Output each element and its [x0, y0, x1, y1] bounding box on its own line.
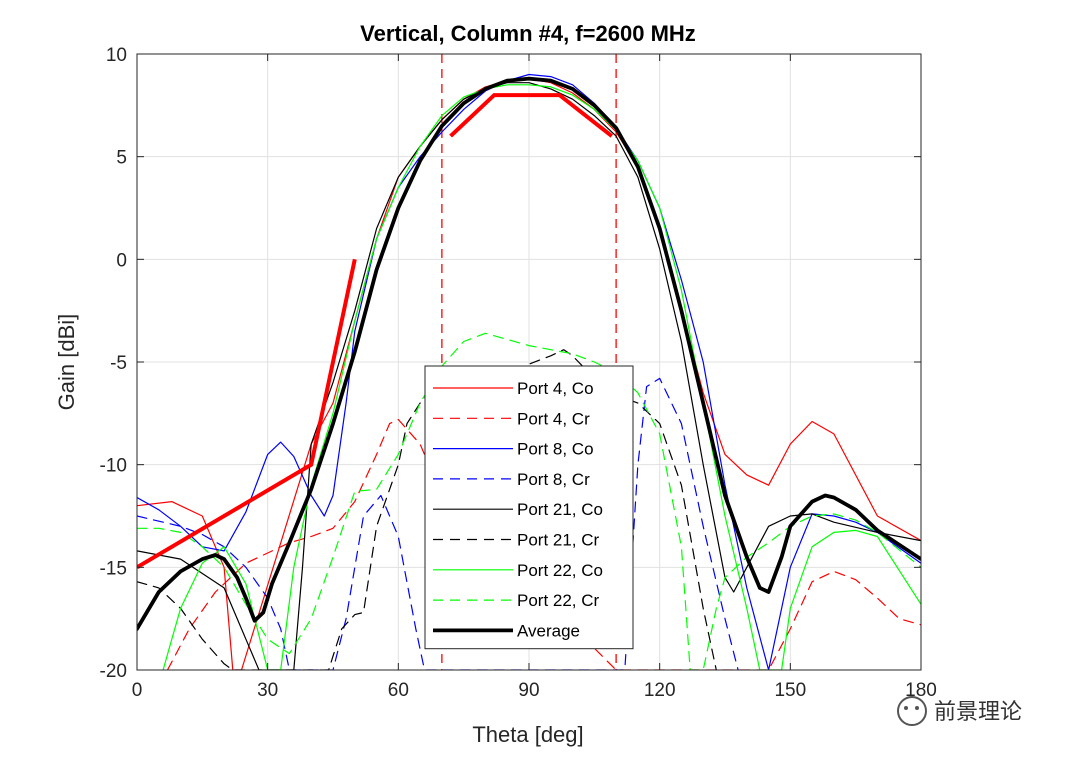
- legend-label-3: Port 8, Cr: [517, 470, 590, 489]
- y-axis-label: Gain [dBi]: [54, 314, 79, 411]
- wechat-icon-eye-right: [915, 706, 919, 710]
- y-tick-label-4: 0: [116, 250, 127, 271]
- series-line-6: [162, 84, 921, 670]
- y-tick-label-2: -10: [100, 456, 127, 477]
- watermark: 前景理论: [897, 696, 1022, 726]
- mask-line-0: [137, 258, 357, 570]
- y-tick-label-6: 10: [106, 45, 127, 66]
- legend-label-6: Port 22, Co: [517, 561, 603, 580]
- x-tick-label-6: 180: [905, 680, 937, 701]
- y-tick-label-0: -20: [100, 661, 127, 682]
- legend-label-4: Port 21, Co: [517, 500, 603, 519]
- legend-box: [424, 365, 634, 650]
- legend-label-2: Port 8, Co: [517, 440, 594, 459]
- x-tick-label-1: 30: [257, 680, 278, 701]
- series-line-7: [137, 332, 921, 670]
- y-tick-label-5: 5: [116, 148, 127, 169]
- mask-line-1: [449, 93, 614, 138]
- series-line-3: [137, 377, 739, 670]
- legend-label-8: Average: [517, 621, 580, 640]
- x-tick-label-5: 150: [774, 680, 806, 701]
- y-tick-label-1: -15: [100, 558, 127, 579]
- x-tick-label-3: 90: [518, 680, 539, 701]
- wechat-icon: [897, 696, 927, 726]
- chart-title: Vertical, Column #4, f=2600 MHz: [360, 21, 696, 46]
- x-tick-label-0: 0: [132, 680, 143, 701]
- legend-label-1: Port 4, Cr: [517, 409, 590, 428]
- legend: Port 4, Co Port 4, Cr Port 8, Co Port 8, Cr…: [424, 365, 634, 650]
- legend-label-0: Port 4, Co: [517, 379, 594, 398]
- x-tick-label-2: 60: [388, 680, 409, 701]
- x-tick-label-4: 120: [644, 680, 676, 701]
- series-line-4: [137, 82, 921, 670]
- x-axis-label: Theta [deg]: [472, 722, 583, 747]
- y-tick-label-3: -5: [110, 353, 127, 374]
- wechat-icon-eye-left: [904, 706, 908, 710]
- legend-label-5: Port 21, Cr: [517, 531, 600, 550]
- series-line-8: [137, 76, 921, 631]
- watermark-text: 前景理论: [934, 700, 1022, 725]
- legend-label-7: Port 22, Cr: [517, 591, 600, 610]
